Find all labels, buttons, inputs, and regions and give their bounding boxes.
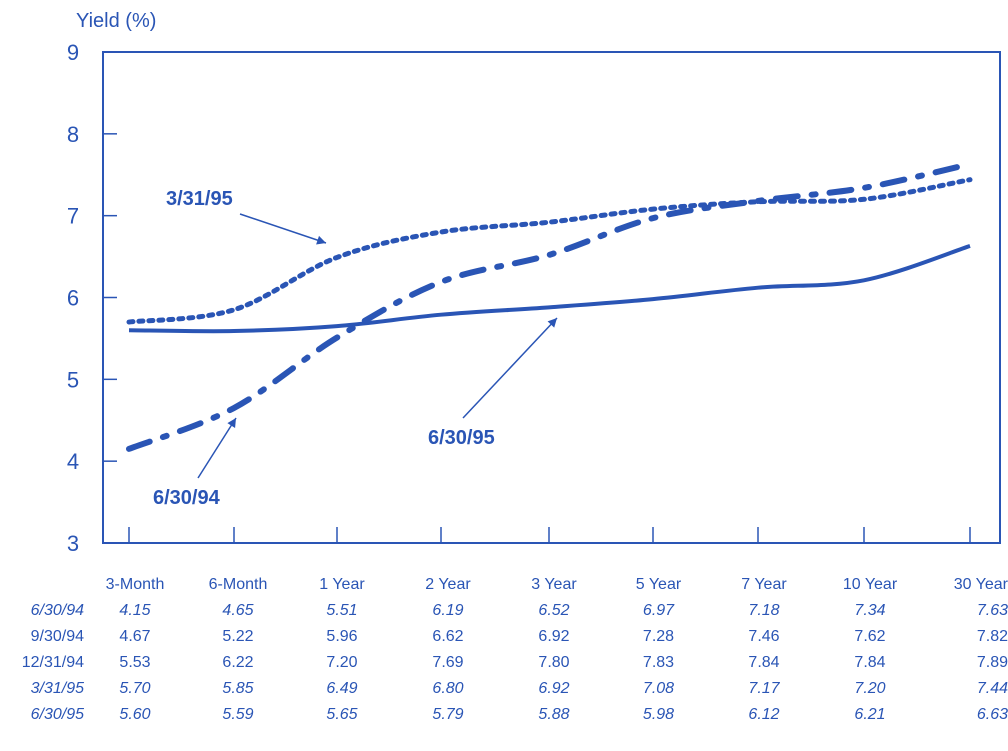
table-cell: 7.18 (748, 602, 780, 619)
y-tick-label: 7 (67, 204, 79, 229)
row-label: 3/31/95 (30, 680, 84, 697)
table-column-header: 6-Month (208, 576, 268, 593)
annotation-3-31-95: 3/31/95 (166, 188, 233, 210)
table-cell: 5.60 (119, 706, 151, 723)
table-cell: 6.92 (538, 680, 570, 697)
table-cell: 7.62 (854, 628, 886, 645)
row-label: 9/30/94 (30, 628, 84, 645)
table-cell: 7.80 (538, 654, 570, 671)
table-cell: 6.62 (432, 628, 464, 645)
table-cell: 7.69 (432, 654, 464, 671)
table-cell: 7.63 (976, 602, 1008, 619)
annotation-6-30-94-arrow-head (227, 418, 236, 428)
table-cell: 6.12 (748, 706, 780, 723)
table-row: 9/30/94 4.67 5.22 5.96 6.62 6.92 7.28 7.46 7.62 7… (0, 624, 1008, 650)
row-label: 6/30/95 (30, 706, 84, 723)
table-cell: 6.19 (432, 602, 464, 619)
annotation-3-31-95-arrow (239, 213, 327, 244)
table-corner (0, 572, 84, 598)
table-column-header: 30 Year (953, 576, 1008, 593)
table-header-row: 3-Month 6-Month 1 Year 2 Year 3 Year 5 Year 7 … (0, 572, 1008, 598)
table-cell: 7.08 (642, 680, 675, 697)
table-cell: 5.70 (119, 680, 151, 697)
table-cell: 5.65 (326, 706, 358, 723)
table-cell: 6.52 (538, 602, 570, 619)
table-cell: 6.80 (432, 680, 464, 697)
table-cell: 6.97 (642, 602, 675, 619)
table-cell: 5.51 (326, 602, 358, 619)
series-line-6-30-95 (128, 244, 971, 334)
table-cell: 4.15 (119, 602, 151, 619)
table-column-header: 3-Month (105, 576, 165, 593)
table-cell: 5.85 (222, 680, 254, 697)
table-row: 3/31/95 5.70 5.85 6.49 6.80 6.92 7.08 7.17 7.20 7… (0, 676, 1008, 702)
series-line-6-30-94 (126, 161, 973, 452)
table-cell: 5.88 (538, 706, 570, 723)
annotation-6-30-95-arrow (462, 317, 558, 419)
table-body: 6/30/94 4.15 4.65 5.51 6.19 6.52 6.97 7.18 7.34 7… (0, 598, 1008, 728)
table-cell: 7.20 (326, 654, 358, 671)
table-column-header: 10 Year (842, 576, 898, 593)
yield-data-table: 3-Month 6-Month 1 Year 2 Year 3 Year 5 Year 7 … (0, 572, 1008, 728)
table-cell: 6.49 (326, 680, 358, 697)
table-cell: 5.98 (642, 706, 675, 723)
y-axis-title: Yield (%) (76, 10, 157, 32)
series-line-3-31-95 (126, 177, 973, 325)
y-tick-label: 8 (67, 122, 79, 147)
table-column-header: 1 Year (319, 576, 365, 593)
table-cell: 7.82 (976, 628, 1008, 645)
table-cell: 7.17 (748, 680, 780, 697)
y-tick-label: 4 (67, 449, 79, 474)
table-cell: 5.59 (222, 706, 254, 723)
table-cell: 4.67 (119, 628, 151, 645)
y-tick-label: 9 (67, 40, 79, 65)
table-row: 6/30/95 5.60 5.59 5.65 5.79 5.88 5.98 6.12 6.21 6… (0, 702, 1008, 728)
table-cell: 5.79 (432, 706, 464, 723)
table-column-header: 3 Year (531, 576, 577, 593)
table-cell: 7.28 (642, 628, 675, 645)
row-label: 12/31/94 (21, 654, 84, 671)
table-row: 6/30/94 4.15 4.65 5.51 6.19 6.52 6.97 7.18 7.34 7… (0, 598, 1008, 624)
table-row: 12/31/94 5.53 6.22 7.20 7.69 7.80 7.83 7.84 7.84… (0, 650, 1008, 676)
annotation-6-30-94-arrow (197, 417, 237, 479)
table-cell: 7.46 (748, 628, 780, 645)
table-column-header: 5 Year (635, 576, 682, 593)
table-cell: 7.83 (642, 654, 675, 671)
table-column-header: 7 Year (741, 576, 787, 593)
table-cell: 7.34 (854, 602, 886, 619)
table-cell: 6.21 (854, 706, 886, 723)
table-cell: 4.65 (222, 602, 254, 619)
table-column-header: 2 Year (425, 576, 471, 593)
y-tick-label: 5 (67, 367, 79, 392)
table-cell: 7.20 (854, 680, 886, 697)
table-cell: 6.22 (222, 654, 254, 671)
yield-curve-chart: 3 4 5 6 7 8 9 3/31/95 6/30/95 6/30/94 (67, 40, 1001, 556)
table-cell: 7.84 (854, 654, 886, 671)
table-cell: 6.63 (976, 706, 1008, 723)
table-cell: 7.89 (976, 654, 1008, 671)
plot-frame (102, 51, 1001, 544)
table-cell: 5.53 (119, 654, 151, 671)
row-label: 6/30/94 (30, 602, 84, 619)
table-cell: 6.92 (538, 628, 570, 645)
table-cell: 5.96 (326, 628, 358, 645)
annotation-6-30-95: 6/30/95 (428, 427, 495, 449)
table-cell: 7.44 (976, 680, 1008, 697)
annotation-6-30-94: 6/30/94 (153, 487, 221, 509)
y-tick-label: 3 (67, 531, 79, 556)
table-cell: 5.22 (222, 628, 254, 645)
annotation-3-31-95-arrow-head (316, 235, 326, 245)
y-tick-label: 6 (67, 286, 79, 311)
annotation-6-30-95-arrow-head (547, 318, 557, 328)
table-cell: 7.84 (748, 654, 780, 671)
